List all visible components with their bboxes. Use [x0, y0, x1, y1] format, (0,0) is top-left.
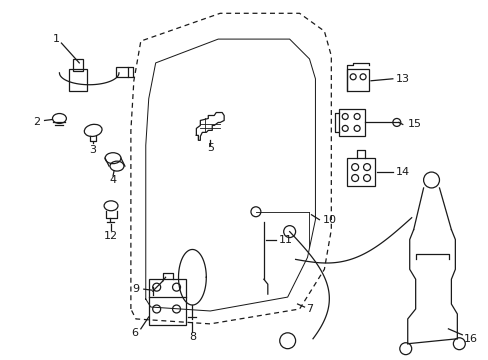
- Bar: [346, 158, 374, 186]
- Bar: [116, 67, 128, 77]
- Text: 15: 15: [407, 120, 421, 130]
- Bar: [69, 69, 87, 91]
- Bar: [148, 279, 186, 325]
- Bar: [339, 109, 365, 136]
- Text: 4: 4: [109, 175, 116, 185]
- Text: 7: 7: [305, 304, 312, 314]
- Text: 2: 2: [33, 117, 40, 127]
- Text: 3: 3: [89, 145, 97, 155]
- Text: 16: 16: [463, 334, 477, 344]
- Text: 12: 12: [104, 230, 118, 240]
- Text: 9: 9: [132, 284, 139, 294]
- Bar: [346, 69, 368, 91]
- Text: 11: 11: [278, 234, 292, 244]
- Text: 1: 1: [53, 34, 60, 44]
- Text: 8: 8: [188, 332, 196, 342]
- Text: 5: 5: [206, 143, 213, 153]
- Text: 10: 10: [322, 215, 336, 225]
- Text: 13: 13: [395, 74, 409, 84]
- Text: 6: 6: [131, 328, 138, 338]
- Text: 14: 14: [395, 167, 409, 177]
- Bar: [73, 59, 83, 71]
